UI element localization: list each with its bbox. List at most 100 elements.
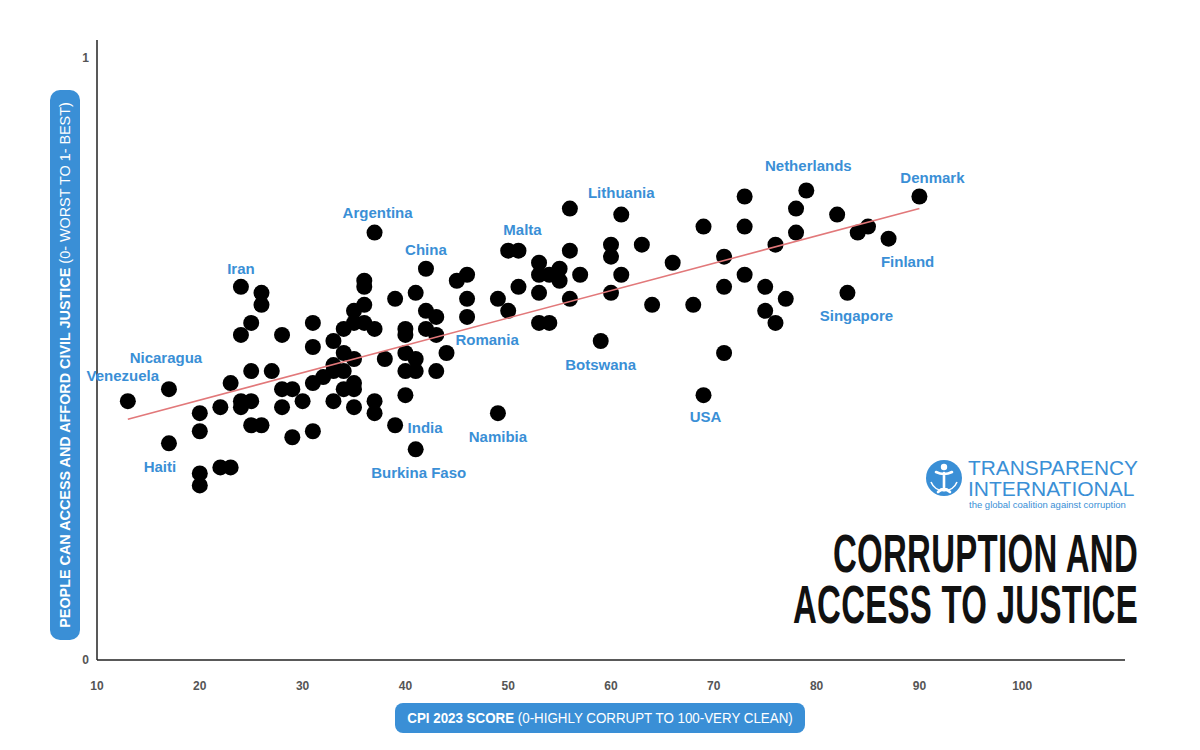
scatter-point (490, 405, 506, 421)
scatter-point (829, 207, 845, 223)
scatter-point (644, 297, 660, 313)
x-axis-label-main: CPI 2023 SCORE (407, 709, 518, 726)
annotation: Namibia (469, 428, 528, 445)
title: CORRUPTION AND ACCESS TO JUSTICE (790, 528, 1138, 630)
scatter-point (387, 291, 403, 307)
annotation: Nicaragua (130, 349, 203, 366)
scatter-point (767, 315, 783, 331)
scatter-point (233, 279, 249, 295)
y-axis-label-group: PEOPLE CAN ACCESS AND AFFORD CIVIL JUSTI… (57, 102, 73, 628)
scatter-point (634, 237, 650, 253)
logo-name: TRANSPARENCY (968, 456, 1138, 479)
logo-name: INTERNATIONAL (968, 477, 1134, 500)
scatter-point (911, 189, 927, 205)
scatter-point (243, 363, 259, 379)
plot-area (120, 182, 928, 493)
scatter-point (377, 351, 393, 367)
scatter-point (408, 285, 424, 301)
scatter-point (356, 297, 372, 313)
y-tick-label: 1 (82, 51, 89, 65)
scatter-point (510, 279, 526, 295)
scatter-point (613, 207, 629, 223)
scatter-point (510, 243, 526, 259)
scatter-point (778, 291, 794, 307)
scatter-point (346, 381, 362, 397)
scatter-point (284, 429, 300, 445)
scatter-point (192, 423, 208, 439)
annotation: Malta (503, 221, 542, 238)
annotation: Venezuela (87, 367, 160, 384)
x-tick-label: 10 (90, 679, 104, 693)
y-axis-label: PEOPLE CAN ACCESS AND AFFORD CIVIL JUSTI… (57, 102, 73, 628)
y-axis (96, 40, 98, 660)
chart-svg: 10203040506070809010001VenezuelaNicaragu… (0, 0, 1200, 750)
x-axis-label-note: (0-HIGHLY CORRUPT TO 100-VERY CLEAN) (518, 709, 793, 726)
annotation: China (405, 241, 447, 258)
scatter-point (562, 291, 578, 307)
scatter-point (798, 182, 814, 198)
x-axis-label-group: CPI 2023 SCORE (0-HIGHLY CORRUPT TO 100-… (407, 709, 792, 726)
scatter-point (397, 387, 413, 403)
scatter-point (737, 189, 753, 205)
scatter-point (367, 405, 383, 421)
annotation: Singapore (820, 307, 893, 324)
scatter-point (161, 435, 177, 451)
x-tick-label: 30 (296, 679, 310, 693)
annotation: Argentina (343, 204, 414, 221)
x-axis-label-pill (395, 703, 805, 733)
scatter-point (223, 459, 239, 475)
annotation: USA (690, 408, 722, 425)
scatter-point (881, 231, 897, 247)
scatter-point (243, 393, 259, 409)
scatter-point (685, 297, 701, 313)
scatter-point (716, 279, 732, 295)
x-tick-label: 80 (810, 679, 824, 693)
x-axis-label: CPI 2023 SCORE (0-HIGHLY CORRUPT TO 100-… (407, 709, 792, 726)
x-tick-label: 20 (193, 679, 207, 693)
logo-icon (926, 460, 962, 496)
trend-line (128, 209, 920, 420)
scatter-point (603, 249, 619, 265)
annotation: Denmark (900, 169, 965, 186)
x-tick-label: 90 (913, 679, 927, 693)
logo-icon-arc (931, 482, 957, 491)
annotation: Botswana (565, 356, 637, 373)
scatter-point (253, 417, 269, 433)
x-tick-label: 70 (707, 679, 721, 693)
scatter-point (716, 345, 732, 361)
scatter-point (253, 297, 269, 313)
y-tick-label: 0 (82, 653, 89, 667)
scatter-point (562, 201, 578, 217)
scatter-point (192, 405, 208, 421)
scatter-point (264, 363, 280, 379)
scatter-point (223, 375, 239, 391)
annotation: India (408, 419, 444, 436)
scatter-point (387, 417, 403, 433)
scatter-point (531, 285, 547, 301)
scatter-point (161, 381, 177, 397)
scatter-point (439, 345, 455, 361)
scatter-point (665, 255, 681, 271)
scatter-point (418, 261, 434, 277)
scatter-point (367, 225, 383, 241)
scatter-point (541, 315, 557, 331)
scatter-point (839, 285, 855, 301)
scatter-point (408, 441, 424, 457)
scatter-point (428, 363, 444, 379)
annotation: Iran (227, 260, 255, 277)
scatter-point (696, 219, 712, 235)
annotation: Finland (881, 253, 934, 270)
scatter-point (120, 393, 136, 409)
annotation: Burkina Faso (371, 464, 466, 481)
scatter-point (305, 339, 321, 355)
scatter-point (305, 315, 321, 331)
scatter-point (788, 225, 804, 241)
logo: TRANSPARENCYINTERNATIONALthe global coal… (926, 456, 1138, 510)
scatter-point (274, 399, 290, 415)
scatter-point (212, 399, 228, 415)
scatter-point (552, 273, 568, 289)
annotation: Netherlands (765, 157, 852, 174)
scatter-point (367, 321, 383, 337)
scatter-point (737, 219, 753, 235)
annotation: Haiti (144, 458, 177, 475)
